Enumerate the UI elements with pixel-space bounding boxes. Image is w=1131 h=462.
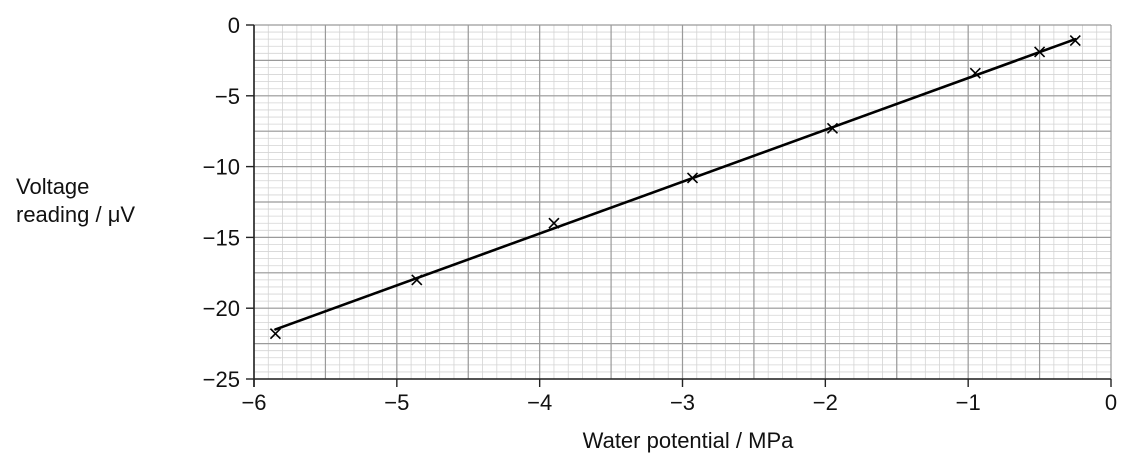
- data-points: [269, 35, 1081, 340]
- x-tick-label: −5: [384, 390, 409, 415]
- y-tick-label: −20: [203, 296, 240, 321]
- data-point-stroke: [826, 122, 839, 134]
- y-axis-title-line-2: reading / μV: [16, 202, 135, 227]
- y-axis-title: Voltage reading / μV: [16, 174, 135, 227]
- y-axis-title-line-1: Voltage: [16, 174, 89, 199]
- best-fit-line: [274, 37, 1077, 331]
- data-point-stroke: [411, 274, 423, 286]
- data-point-stroke: [548, 217, 560, 229]
- major-grid: [253, 24, 1112, 380]
- data-point: [269, 328, 281, 340]
- data-point: [1069, 35, 1081, 47]
- data-point: [411, 274, 423, 286]
- best-fit-line-group: [274, 37, 1077, 331]
- data-point-stroke: [1034, 46, 1046, 58]
- x-tick-label: −6: [241, 390, 266, 415]
- x-tick-labels: −6 −5 −4 −3 −2 −1 0: [241, 390, 1117, 415]
- y-tick-label: −10: [203, 155, 240, 180]
- data-point: [826, 122, 839, 134]
- x-tick-label: −4: [527, 390, 552, 415]
- data-point: [969, 67, 981, 79]
- y-tick-label: 0: [228, 13, 240, 38]
- data-point: [548, 217, 560, 229]
- plot-area: [246, 24, 1112, 387]
- x-tick-label: −3: [670, 390, 695, 415]
- x-tick-label: 0: [1105, 390, 1117, 415]
- data-point-stroke: [969, 67, 981, 79]
- y-tick-labels: 0 −5 −10 −15 −20 −25: [203, 13, 240, 392]
- data-point-stroke: [269, 328, 281, 340]
- x-tick-label: −2: [813, 390, 838, 415]
- x-axis-title: Water potential / MPa: [583, 428, 794, 453]
- y-tick-label: −25: [203, 367, 240, 392]
- data-point: [686, 172, 699, 184]
- y-tick-label: −5: [215, 84, 240, 109]
- data-point-stroke: [1069, 35, 1081, 47]
- axes: [246, 24, 1112, 387]
- data-point: [1034, 46, 1046, 58]
- x-tick-label: −1: [956, 390, 981, 415]
- data-point-stroke: [686, 172, 699, 184]
- y-tick-label: −15: [203, 225, 240, 250]
